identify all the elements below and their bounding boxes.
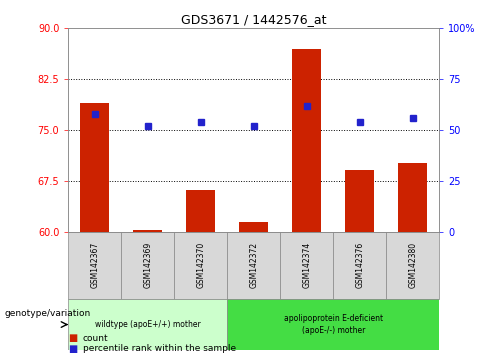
Bar <box>227 299 439 350</box>
Bar <box>227 232 280 299</box>
Text: GSM142367: GSM142367 <box>90 242 100 289</box>
Text: apolipoprotein E-deficient
(apoE-/-) mother: apolipoprotein E-deficient (apoE-/-) mot… <box>284 314 383 335</box>
Bar <box>174 232 227 299</box>
Text: GSM142374: GSM142374 <box>302 242 311 289</box>
Text: count: count <box>83 333 109 343</box>
Bar <box>68 232 122 299</box>
Title: GDS3671 / 1442576_at: GDS3671 / 1442576_at <box>181 13 326 26</box>
Text: genotype/variation: genotype/variation <box>5 309 91 318</box>
Text: percentile rank within the sample: percentile rank within the sample <box>83 344 236 353</box>
Text: GSM142376: GSM142376 <box>355 242 364 289</box>
Text: GSM142369: GSM142369 <box>143 242 152 289</box>
Text: GSM142370: GSM142370 <box>196 242 205 289</box>
Bar <box>345 170 374 232</box>
Text: GSM142380: GSM142380 <box>408 242 417 289</box>
Bar <box>292 49 321 232</box>
Bar <box>133 230 163 232</box>
Bar <box>186 190 215 232</box>
Text: wildtype (apoE+/+) mother: wildtype (apoE+/+) mother <box>95 320 201 329</box>
Bar <box>398 163 427 232</box>
Bar <box>280 232 333 299</box>
Text: ■: ■ <box>68 344 78 354</box>
Text: ■: ■ <box>68 333 78 343</box>
Bar <box>239 222 268 232</box>
Bar <box>68 299 227 350</box>
Bar <box>122 232 174 299</box>
Bar <box>333 232 386 299</box>
Bar <box>386 232 439 299</box>
Text: GSM142372: GSM142372 <box>249 242 258 289</box>
Bar <box>80 103 109 232</box>
